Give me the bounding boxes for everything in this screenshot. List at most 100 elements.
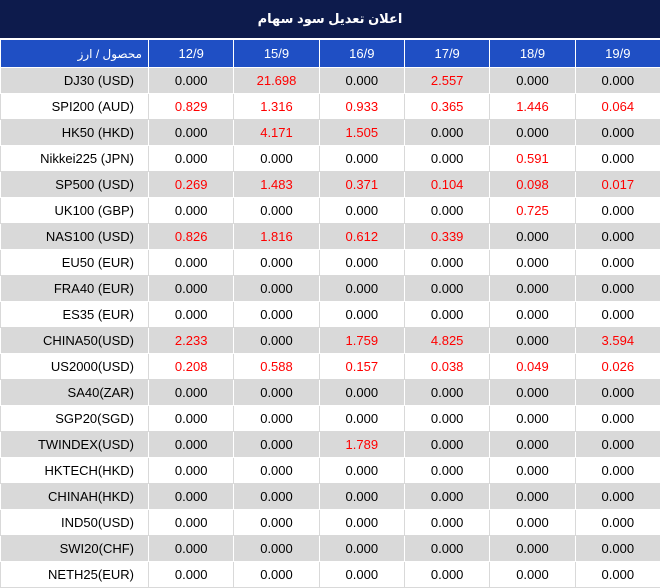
value-cell: 0.000 [575, 224, 660, 250]
value-cell: 0.000 [490, 458, 575, 484]
value-cell: 0.000 [404, 198, 489, 224]
value-cell: 0.588 [234, 354, 319, 380]
instrument-cell: NAS100 (USD) [1, 224, 149, 250]
value-cell: 4.825 [404, 328, 489, 354]
value-cell: 1.316 [234, 94, 319, 120]
value-cell: 0.000 [575, 484, 660, 510]
value-cell: 0.000 [234, 302, 319, 328]
value-cell: 0.000 [149, 406, 234, 432]
value-cell: 0.000 [490, 224, 575, 250]
value-cell: 0.612 [319, 224, 404, 250]
value-cell: 0.000 [575, 406, 660, 432]
instrument-cell: SA40(ZAR) [1, 380, 149, 406]
value-cell: 0.000 [575, 198, 660, 224]
value-cell: 0.000 [319, 510, 404, 536]
value-cell: 0.000 [575, 276, 660, 302]
value-cell: 1.759 [319, 328, 404, 354]
instrument-cell: CHINAH(HKD) [1, 484, 149, 510]
value-cell: 0.000 [575, 458, 660, 484]
value-cell: 0.000 [319, 276, 404, 302]
value-cell: 0.000 [575, 380, 660, 406]
value-cell: 0.000 [490, 432, 575, 458]
value-cell: 0.038 [404, 354, 489, 380]
value-cell: 0.000 [234, 510, 319, 536]
value-cell: 0.000 [149, 120, 234, 146]
day-column-header: 12/9 [149, 40, 234, 68]
value-cell: 0.000 [234, 562, 319, 588]
value-cell: 0.000 [234, 276, 319, 302]
value-cell: 0.000 [234, 328, 319, 354]
value-cell: 0.000 [319, 458, 404, 484]
value-cell: 0.104 [404, 172, 489, 198]
value-cell: 0.000 [575, 68, 660, 94]
instrument-cell: NETH25(EUR) [1, 562, 149, 588]
value-cell: 0.000 [149, 146, 234, 172]
value-cell: 0.000 [234, 198, 319, 224]
value-cell: 0.000 [404, 458, 489, 484]
value-cell: 0.725 [490, 198, 575, 224]
value-cell: 0.829 [149, 94, 234, 120]
value-cell: 4.171 [234, 120, 319, 146]
value-cell: 3.594 [575, 328, 660, 354]
instrument-cell: IND50(USD) [1, 510, 149, 536]
value-cell: 0.000 [319, 536, 404, 562]
instrument-cell: HK50 (HKD) [1, 120, 149, 146]
value-cell: 0.000 [490, 380, 575, 406]
value-cell: 1.789 [319, 432, 404, 458]
value-cell: 0.000 [149, 536, 234, 562]
instrument-cell: EU50 (EUR) [1, 250, 149, 276]
value-cell: 0.000 [490, 120, 575, 146]
value-cell: 0.000 [490, 302, 575, 328]
value-cell: 0.157 [319, 354, 404, 380]
value-cell: 1.446 [490, 94, 575, 120]
value-cell: 0.000 [490, 406, 575, 432]
table-header: محصول / ارز 12/9 15/9 16/9 17/9 18/9 19/… [1, 40, 660, 68]
value-cell: 1.483 [234, 172, 319, 198]
instrument-cell: HKTECH(HKD) [1, 458, 149, 484]
value-cell: 0.000 [575, 536, 660, 562]
instrument-cell: UK100 (GBP) [1, 198, 149, 224]
value-cell: 0.098 [490, 172, 575, 198]
value-cell: 0.000 [149, 484, 234, 510]
value-cell: 0.000 [319, 406, 404, 432]
instrument-cell: SP500 (USD) [1, 172, 149, 198]
value-cell: 0.000 [234, 146, 319, 172]
instrument-cell: US2000(USD) [1, 354, 149, 380]
value-cell: 0.000 [490, 68, 575, 94]
value-cell: 0.591 [490, 146, 575, 172]
value-cell: 0.000 [575, 250, 660, 276]
value-cell: 0.000 [575, 120, 660, 146]
instrument-cell: SPI200 (AUD) [1, 94, 149, 120]
value-cell: 0.371 [319, 172, 404, 198]
instrument-cell: Nikkei225 (JPN) [1, 146, 149, 172]
value-cell: 0.000 [149, 562, 234, 588]
instrument-cell: SGP20(SGD) [1, 406, 149, 432]
value-cell: 0.000 [234, 458, 319, 484]
value-cell: 0.000 [404, 380, 489, 406]
value-cell: 0.000 [404, 302, 489, 328]
value-cell: 0.000 [404, 406, 489, 432]
value-cell: 0.000 [575, 302, 660, 328]
value-cell: 0.000 [319, 68, 404, 94]
value-cell: 0.000 [234, 432, 319, 458]
value-cell: 0.933 [319, 94, 404, 120]
value-cell: 0.000 [575, 510, 660, 536]
value-cell: 0.000 [404, 120, 489, 146]
value-cell: 0.000 [490, 510, 575, 536]
day-column-header: 15/9 [234, 40, 319, 68]
value-cell: 0.000 [149, 380, 234, 406]
value-cell: 0.000 [404, 562, 489, 588]
